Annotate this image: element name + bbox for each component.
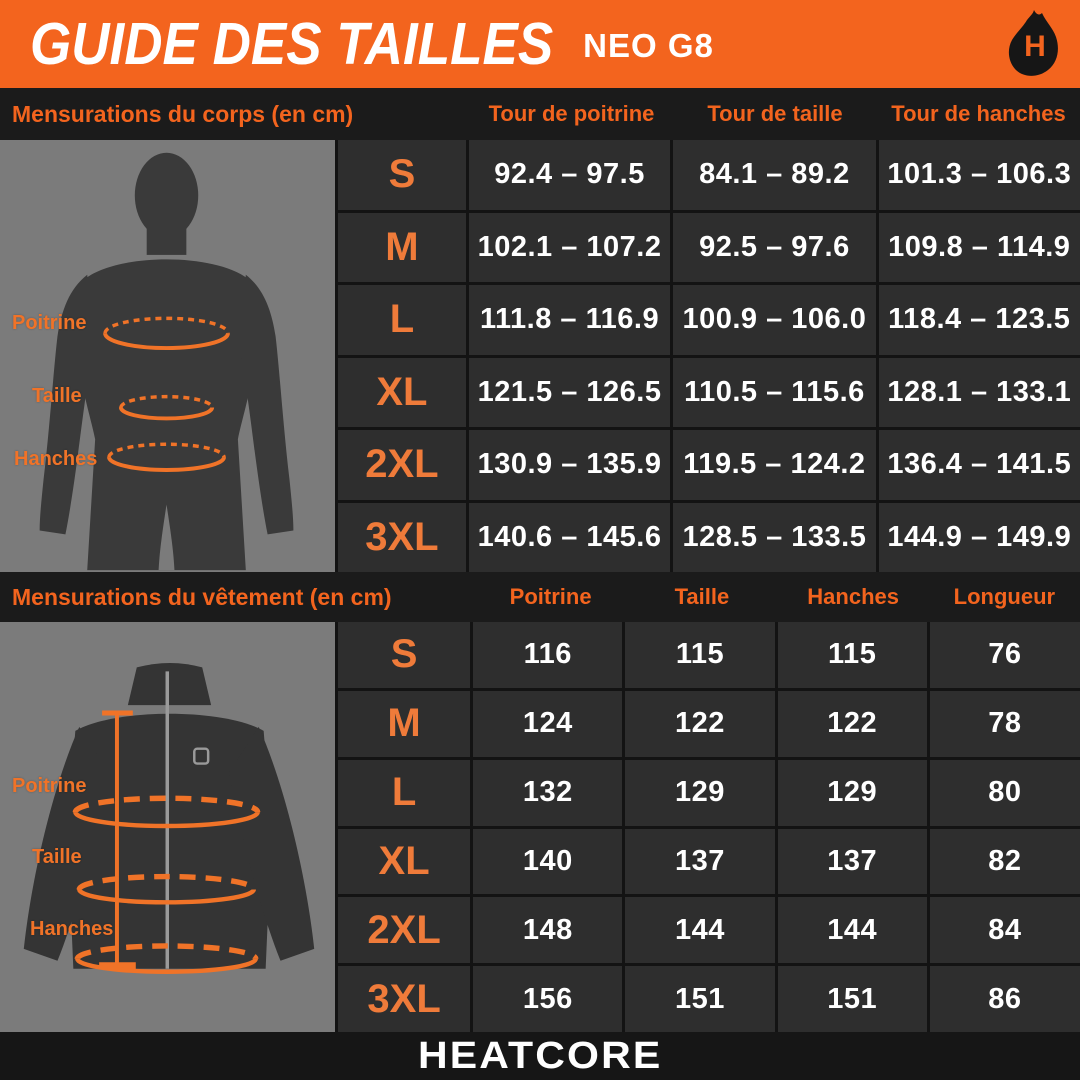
value-cell: 110.5 – 115.6	[673, 357, 876, 427]
header-banner: GUIDE DES TAILLES NEO G8 H	[0, 0, 1080, 88]
column-header-chest: Poitrine	[509, 584, 592, 609]
body-diagram-panel: Poitrine Taille Hanches	[0, 140, 338, 572]
value-cell: 140	[473, 828, 623, 895]
page-title: GUIDE DES TAILLES	[30, 10, 554, 78]
value-cell: 151	[625, 966, 775, 1032]
value-cell: 84	[929, 897, 1080, 964]
value-cell: 109.8 – 114.9	[878, 212, 1080, 282]
size-cell: 2XL	[338, 430, 466, 500]
value-cell: 82	[929, 828, 1080, 895]
brand-logo: H	[1008, 9, 1062, 79]
value-cell: 92.5 – 97.6	[673, 212, 876, 282]
column-header-waist: Tour de taille	[707, 101, 843, 126]
garment-section-title: Mensurations du vêtement (en cm)	[12, 583, 392, 610]
size-cell: XL	[338, 357, 466, 427]
column-header-chest: Tour de poitrine	[488, 101, 655, 126]
value-cell: 76	[929, 622, 1080, 688]
body-label-chest: Poitrine	[12, 312, 87, 334]
value-cell: 132	[473, 759, 623, 826]
value-cell: 137	[777, 828, 927, 895]
size-cell: S	[338, 140, 466, 210]
value-cell: 115	[777, 622, 927, 688]
value-cell: 78	[929, 690, 1080, 757]
value-cell: 121.5 – 126.5	[468, 357, 671, 427]
footer-bar: HEATCORE	[0, 1032, 1080, 1080]
value-cell: 128.5 – 133.5	[673, 502, 876, 572]
column-header-waist: Taille	[674, 584, 730, 609]
value-cell: 84.1 – 89.2	[673, 140, 876, 210]
value-cell: 136.4 – 141.5	[878, 430, 1080, 500]
body-measurements-area: Poitrine Taille Hanches S 92.4 – 97.5 84…	[0, 140, 1080, 572]
logo-letter: H	[1024, 29, 1046, 63]
value-cell: 100.9 – 106.0	[673, 285, 876, 355]
column-header-hips: Tour de hanches	[891, 101, 1066, 126]
value-cell: 144.9 – 149.9	[878, 502, 1080, 572]
value-cell: 137	[625, 828, 775, 895]
size-cell: L	[338, 285, 466, 355]
value-cell: 140.6 – 145.6	[468, 502, 671, 572]
body-label-waist: Taille	[32, 385, 82, 407]
value-cell: 86	[929, 966, 1080, 1032]
body-section-header: Mensurations du corps (en cm) Tour de po…	[0, 88, 1080, 140]
value-cell: 119.5 – 124.2	[673, 430, 876, 500]
value-cell: 144	[777, 897, 927, 964]
value-cell: 111.8 – 116.9	[468, 285, 671, 355]
garment-label-chest: Poitrine	[12, 775, 87, 797]
value-cell: 129	[777, 759, 927, 826]
value-cell: 92.4 – 97.5	[468, 140, 671, 210]
value-cell: 124	[473, 690, 623, 757]
size-cell: XL	[338, 828, 471, 895]
value-cell: 122	[625, 690, 775, 757]
size-cell: 3XL	[338, 502, 466, 572]
garment-measurements-area: Poitrine Taille Hanches S 116 115 115 76…	[0, 622, 1080, 1032]
size-cell: S	[338, 622, 471, 688]
value-cell: 122	[777, 690, 927, 757]
value-cell: 129	[625, 759, 775, 826]
value-cell: 156	[473, 966, 623, 1032]
brand-wordmark: HEATCORE	[417, 1034, 663, 1077]
value-cell: 101.3 – 106.3	[878, 140, 1080, 210]
flame-icon	[1008, 9, 1062, 79]
column-header-hips: Hanches	[807, 584, 899, 609]
size-cell: 2XL	[338, 897, 471, 964]
value-cell: 151	[777, 966, 927, 1032]
size-cell: M	[338, 212, 466, 282]
value-cell: 102.1 – 107.2	[468, 212, 671, 282]
value-cell: 130.9 – 135.9	[468, 430, 671, 500]
body-section-title: Mensurations du corps (en cm)	[12, 100, 354, 127]
value-cell: 148	[473, 897, 623, 964]
value-cell: 128.1 – 133.1	[878, 357, 1080, 427]
value-cell: 116	[473, 622, 623, 688]
value-cell: 115	[625, 622, 775, 688]
garment-label-waist: Taille	[32, 846, 82, 868]
body-label-hips: Hanches	[14, 448, 98, 470]
value-cell: 144	[625, 897, 775, 964]
size-cell: M	[338, 690, 471, 757]
garment-diagram-panel: Poitrine Taille Hanches	[0, 622, 338, 1032]
value-cell: 80	[929, 759, 1080, 826]
garment-measurements-table: S 116 115 115 76 M 124 122 122 78 L 132 …	[338, 622, 1080, 1032]
model-name: NEO G8	[583, 27, 714, 64]
value-cell: 118.4 – 123.5	[878, 285, 1080, 355]
size-cell: 3XL	[338, 966, 471, 1032]
column-header-length: Longueur	[953, 584, 1056, 609]
body-measurements-table: S 92.4 – 97.5 84.1 – 89.2 101.3 – 106.3 …	[338, 140, 1080, 572]
size-cell: L	[338, 759, 471, 826]
garment-section-header: Mensurations du vêtement (en cm) Poitrin…	[0, 572, 1080, 622]
garment-label-hips: Hanches	[30, 918, 114, 940]
